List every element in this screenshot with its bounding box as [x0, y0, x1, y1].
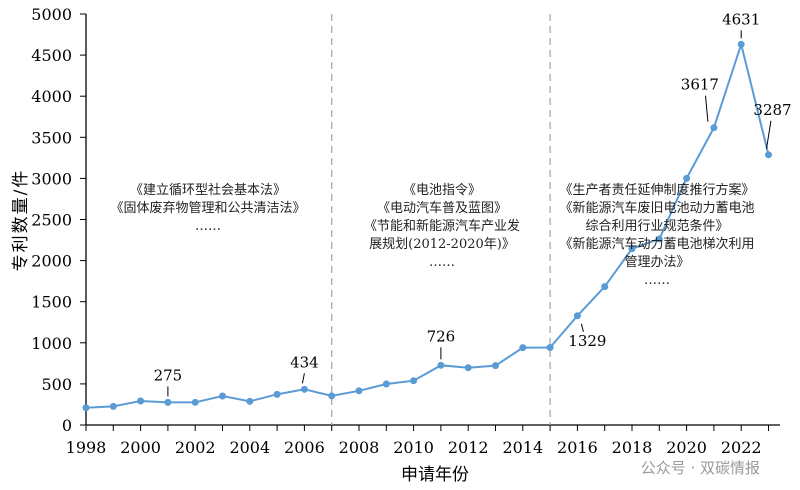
y-tick-label: 500: [41, 375, 72, 394]
data-label: 3287: [753, 101, 791, 119]
x-tick-label: 2010: [393, 438, 434, 457]
annotation-line: ……: [643, 273, 670, 288]
data-label-leader: [301, 373, 305, 384]
annotation-line: 《固体废弃物管理和公共清洁法》: [110, 201, 306, 216]
data-point: [300, 385, 308, 393]
data-point: [355, 387, 363, 395]
y-tick-label: 1000: [31, 334, 72, 353]
y-tick-label: 4500: [31, 46, 72, 65]
data-point: [655, 235, 663, 243]
x-tick-label: 2002: [175, 438, 216, 457]
y-tick-label: 1500: [31, 293, 72, 312]
data-point: [82, 404, 90, 412]
x-tick-label: 2006: [284, 438, 325, 457]
x-tick-label: 2014: [502, 438, 543, 457]
x-tick-label: 2018: [612, 438, 653, 457]
annotation-period-3: 《生产者责任延伸制度推行方案》 《新能源汽车废旧电池动力蓄电池 综合利用行业规范条件…: [559, 182, 754, 290]
annotation-line: 《电池指令》: [402, 183, 482, 198]
data-point: [246, 397, 254, 405]
y-tick-label: 4000: [31, 87, 72, 106]
data-point: [628, 245, 636, 253]
data-label: 275: [154, 366, 183, 384]
data-label: 434: [290, 353, 319, 371]
watermark: 公众号 · 双碳情报: [640, 459, 760, 477]
data-point: [492, 362, 499, 370]
data-point: [519, 344, 527, 352]
x-tick-label: 2008: [339, 438, 380, 457]
y-axis-title: 专利数量/件: [11, 169, 31, 272]
data-point: [601, 283, 609, 291]
y-tick-label: 3500: [31, 128, 72, 147]
annotation-line: 管理办法》: [624, 255, 690, 270]
data-point: [464, 364, 472, 372]
x-tick-label: 2016: [557, 438, 598, 457]
data-point: [683, 174, 691, 182]
data-point: [273, 390, 281, 398]
data-point: [219, 392, 226, 400]
data-label: 3617: [681, 76, 719, 94]
data-point: [737, 40, 745, 48]
data-label: 4631: [722, 10, 760, 28]
data-point: [410, 377, 418, 385]
annotation-line: 《建立循环型社会基本法》: [129, 183, 287, 198]
data-point: [710, 124, 718, 132]
annotation-period-2: 《电池指令》《电动汽车普及蓝图》 《节能和新能源汽车产业发 展规划(2012-202…: [364, 182, 520, 272]
x-tick-label: 2004: [229, 438, 270, 457]
annotation-line: ……: [428, 255, 455, 270]
data-label: 726: [427, 327, 456, 345]
data-label: 1329: [568, 332, 606, 350]
x-axis-title: 申请年份: [401, 465, 469, 485]
annotation-line: ……: [194, 219, 221, 234]
data-point: [109, 402, 117, 410]
annotation-line: 《电动汽车普及蓝图》: [376, 201, 508, 216]
data-point: [546, 343, 554, 351]
x-tick-label: 2020: [666, 438, 707, 457]
annotation-period-1: 《建立循环型社会基本法》《固体废弃物管理和公共清洁法》 ……: [110, 182, 305, 236]
x-tick-label: 2012: [448, 438, 489, 457]
annotation-line: 综合利用行业规范条件》: [585, 219, 729, 234]
data-point: [137, 397, 145, 405]
y-tick-label: 2500: [31, 211, 72, 230]
annotation-line: 展规划(2012-2020年)》: [369, 237, 515, 252]
data-point: [191, 398, 199, 406]
y-tick-label: 2000: [31, 252, 72, 271]
x-tick-label: 2022: [721, 438, 762, 457]
y-tick-label: 3000: [31, 169, 72, 188]
annotation-line: 《新能源汽车废旧电池动力蓄电池: [559, 201, 755, 216]
annotation-line: 《节能和新能源汽车产业发: [363, 219, 521, 234]
data-point: [382, 380, 390, 388]
data-label-leader: [580, 323, 584, 332]
data-point: [765, 151, 772, 159]
x-tick-label: 2000: [120, 438, 161, 457]
data-label-leader: [766, 120, 772, 149]
data-point: [437, 361, 445, 369]
data-label-leader: [705, 95, 709, 122]
data-point: [328, 392, 336, 400]
annotation-line: 《新能源汽车动力蓄电池梯次利用: [559, 237, 755, 252]
x-tick-label: 1998: [66, 438, 107, 457]
y-tick-label: 5000: [31, 5, 72, 24]
annotation-line: 《生产者责任延伸制度推行方案》: [559, 183, 755, 198]
y-tick-label: 0: [62, 416, 72, 435]
data-point: [573, 312, 581, 320]
data-point: [164, 398, 172, 406]
series-line: [85, 40, 770, 409]
